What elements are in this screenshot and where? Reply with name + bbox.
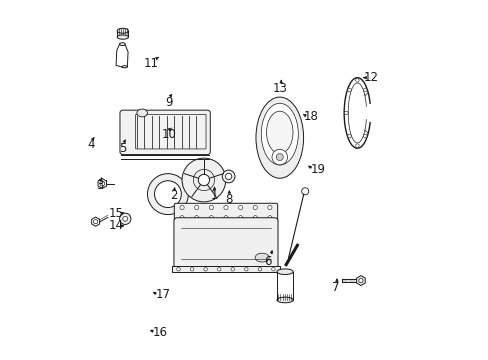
Circle shape [238,216,242,220]
Circle shape [217,267,221,271]
FancyBboxPatch shape [172,266,279,273]
Ellipse shape [276,297,293,303]
Circle shape [347,88,350,92]
Circle shape [230,267,234,271]
Circle shape [271,149,287,165]
Circle shape [244,267,247,271]
Circle shape [224,216,227,220]
Text: 17: 17 [156,288,170,301]
Circle shape [120,213,131,224]
Ellipse shape [261,103,298,165]
Ellipse shape [255,97,303,178]
Circle shape [238,206,242,210]
Text: 8: 8 [224,193,232,206]
Circle shape [180,206,184,210]
Text: 1: 1 [210,189,218,202]
Circle shape [194,216,199,220]
Circle shape [180,216,184,220]
Circle shape [253,206,257,210]
Text: 15: 15 [108,207,123,220]
Text: 3: 3 [96,179,103,192]
Text: 10: 10 [161,128,176,141]
Circle shape [222,170,235,183]
Text: 11: 11 [143,57,158,70]
Circle shape [355,78,358,82]
Circle shape [224,206,227,210]
Circle shape [276,154,283,161]
Circle shape [176,267,180,271]
Ellipse shape [276,269,293,275]
Ellipse shape [122,66,127,68]
Circle shape [190,267,193,271]
Circle shape [93,220,98,224]
FancyBboxPatch shape [120,110,210,154]
Circle shape [209,206,213,210]
Circle shape [225,173,231,180]
Circle shape [267,206,271,210]
Circle shape [253,216,257,220]
Circle shape [122,216,127,221]
Ellipse shape [255,253,269,262]
Text: 13: 13 [272,82,286,95]
Circle shape [344,111,347,115]
FancyBboxPatch shape [174,218,278,268]
Text: 4: 4 [87,138,95,151]
Text: 12: 12 [363,71,378,84]
Text: 2: 2 [170,189,177,202]
Text: 9: 9 [164,96,172,109]
Circle shape [194,206,199,210]
Circle shape [358,278,362,283]
Ellipse shape [120,43,125,46]
Circle shape [363,88,366,92]
Circle shape [258,267,261,271]
Circle shape [198,174,209,186]
Text: 19: 19 [310,163,325,176]
Ellipse shape [137,109,147,117]
Circle shape [355,144,358,147]
Circle shape [209,216,213,220]
Text: 16: 16 [152,326,167,339]
Circle shape [363,134,366,138]
Text: 5: 5 [119,142,126,155]
Circle shape [182,158,225,202]
Ellipse shape [266,111,292,154]
Ellipse shape [117,28,128,33]
Text: 14: 14 [108,219,123,232]
FancyBboxPatch shape [174,203,277,222]
Text: 6: 6 [263,255,271,267]
Text: 7: 7 [332,281,339,294]
Circle shape [147,174,188,215]
Polygon shape [356,276,365,285]
Circle shape [271,267,275,271]
Circle shape [347,134,350,138]
Circle shape [100,181,104,186]
Circle shape [267,216,271,220]
Circle shape [154,181,181,207]
Ellipse shape [117,35,128,39]
Circle shape [203,267,207,271]
Text: 18: 18 [304,110,318,123]
